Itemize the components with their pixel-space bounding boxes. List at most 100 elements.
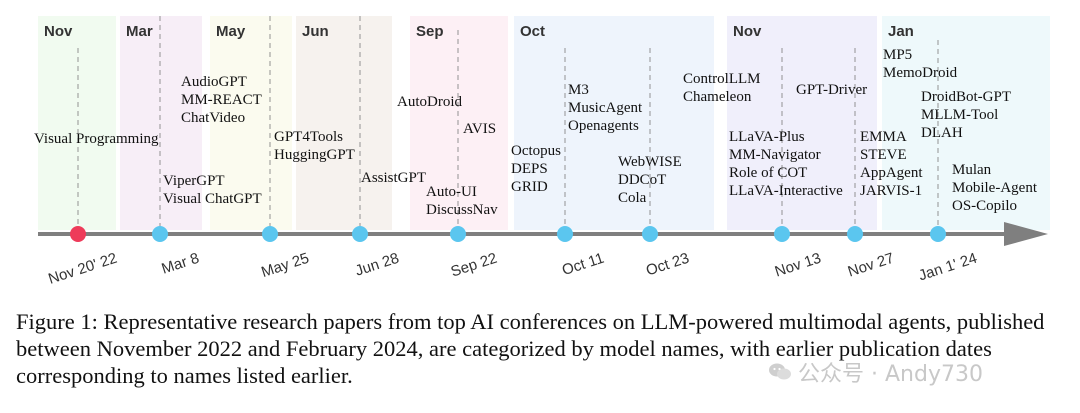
- paper-name: GPT-Driver: [796, 82, 867, 98]
- paper-name: Auto-UI: [426, 184, 477, 200]
- date-marker: [152, 226, 168, 242]
- paper-name: MusicAgent: [568, 100, 643, 116]
- month-band: [410, 16, 508, 230]
- date-marker: [262, 226, 278, 242]
- date-label: Nov 27: [846, 250, 896, 281]
- paper-name: MemoDroid: [883, 65, 958, 81]
- paper-name: Chameleon: [683, 89, 752, 105]
- month-label: Nov: [733, 23, 762, 40]
- month-band: [514, 16, 714, 230]
- paper-group: MP5 MemoDroid: [883, 47, 958, 81]
- paper-name: DiscussNav: [426, 202, 498, 218]
- paper-group: EMMA STEVE AppAgent JARVIS-1: [860, 129, 923, 199]
- paper-group: M3 MusicAgent Openagents: [568, 82, 643, 134]
- date-label: Mar 8: [160, 250, 202, 278]
- paper-name: JARVIS-1: [860, 183, 922, 199]
- paper-group: Auto-UI DiscussNav: [426, 184, 498, 218]
- timeline-diagram: Nov Mar May Jun Sep Oct Nov Jan Visual Programm…: [34, 16, 1050, 288]
- paper-name: DDCoT: [618, 172, 666, 188]
- paper-name: DroidBot-GPT: [921, 89, 1011, 105]
- paper-name: OS-Copilo: [952, 198, 1017, 214]
- paper-name: MM-Navigator: [729, 147, 821, 163]
- date-label: Nov 13: [773, 250, 823, 281]
- date-markers: [70, 226, 946, 242]
- paper-name: MM-REACT: [181, 92, 262, 108]
- paper-group: Octopus DEPS GRID: [511, 143, 561, 195]
- date-marker: [642, 226, 658, 242]
- date-label: Nov 20' 22: [46, 250, 119, 288]
- dashed-guides: [77, 16, 939, 234]
- month-label: Jun: [302, 23, 329, 40]
- month-band: [296, 16, 392, 230]
- figure-caption: Figure 1: Representative research papers…: [16, 309, 1045, 388]
- paper-groups: Visual Programming AudioGPT MM-REACT ChatVi…: [34, 47, 1038, 218]
- wechat-icon: [769, 363, 791, 380]
- month-label: May: [216, 23, 246, 40]
- month-label: Sep: [416, 23, 444, 40]
- paper-group: LLaVA-Plus MM-Navigator Role of COT LLaVA-I…: [729, 129, 843, 199]
- date-label: Oct 23: [644, 250, 691, 280]
- paper-name: AssistGPT: [361, 170, 426, 186]
- paper-name: Visual ChatGPT: [163, 191, 262, 207]
- month-band: [210, 16, 292, 230]
- month-label: Nov: [44, 23, 73, 40]
- month-band: [882, 16, 1050, 230]
- paper-name: EMMA: [860, 129, 907, 145]
- paper-group: GPT-Driver: [796, 82, 867, 98]
- paper-name: STEVE: [860, 147, 907, 163]
- paper-name: MLLM-Tool: [921, 107, 998, 123]
- date-marker: [930, 226, 946, 242]
- paper-name: Mobile-Agent: [952, 180, 1038, 196]
- paper-name: AppAgent: [860, 165, 923, 181]
- paper-name: MP5: [883, 47, 912, 63]
- date-label: Sep 22: [449, 250, 499, 281]
- paper-name: Octopus: [511, 143, 561, 159]
- paper-name: LLaVA-Interactive: [729, 183, 843, 199]
- paper-name: Openagents: [568, 118, 639, 134]
- date-marker: [847, 226, 863, 242]
- watermark-text: 公众号 · Andy730: [798, 362, 983, 387]
- month-bands: Nov Mar May Jun Sep Oct Nov Jan: [38, 16, 1050, 230]
- date-marker: [352, 226, 368, 242]
- paper-name: GRID: [511, 179, 548, 195]
- date-marker: [774, 226, 790, 242]
- watermark: 公众号 · Andy730: [768, 356, 983, 388]
- paper-name: Mulan: [952, 162, 992, 178]
- paper-name: Role of COT: [729, 165, 807, 181]
- paper-group: Mulan Mobile-Agent OS-Copilo: [952, 162, 1038, 214]
- paper-name: Cola: [618, 190, 647, 206]
- paper-name: WebWISE: [618, 154, 682, 170]
- date-label: Jan 1' 24: [917, 250, 980, 285]
- month-band: [727, 16, 877, 230]
- paper-name: ControlLLM: [683, 71, 761, 87]
- month-band: [38, 16, 116, 230]
- date-labels: Nov 20' 22 Mar 8 May 25 Jun 28 Sep 22 Oct 11 O…: [46, 250, 979, 288]
- paper-group: AssistGPT: [361, 170, 426, 186]
- paper-group: Visual Programming: [34, 131, 159, 147]
- paper-name: AudioGPT: [181, 74, 247, 90]
- date-marker: [450, 226, 466, 242]
- paper-group: ViperGPT Visual ChatGPT: [163, 173, 262, 207]
- paper-name: DEPS: [511, 161, 548, 177]
- paper-group: GPT4Tools HuggingGPT: [274, 129, 355, 163]
- month-band: [120, 16, 202, 230]
- paper-name: AutoDroid: [397, 94, 462, 110]
- date-marker: [557, 226, 573, 242]
- paper-group: AudioGPT MM-REACT ChatVideo: [181, 74, 262, 126]
- paper-name: HuggingGPT: [274, 147, 355, 163]
- paper-name: LLaVA-Plus: [729, 129, 805, 145]
- paper-group: WebWISE DDCoT Cola: [618, 154, 682, 206]
- paper-name: GPT4Tools: [274, 129, 343, 145]
- paper-name: ChatVideo: [181, 110, 245, 126]
- paper-name: M3: [568, 82, 589, 98]
- paper-name: AVIS: [463, 121, 496, 137]
- paper-group: DroidBot-GPT MLLM-Tool DLAH: [921, 89, 1011, 141]
- date-marker: [70, 226, 86, 242]
- month-label: Oct: [520, 23, 545, 40]
- paper-name: ViperGPT: [163, 173, 225, 189]
- paper-name: DLAH: [921, 125, 963, 141]
- paper-group: AVIS: [463, 121, 496, 137]
- date-label: Oct 11: [560, 250, 606, 279]
- month-label: Jan: [888, 23, 914, 40]
- axis-arrow-icon: [1004, 222, 1048, 246]
